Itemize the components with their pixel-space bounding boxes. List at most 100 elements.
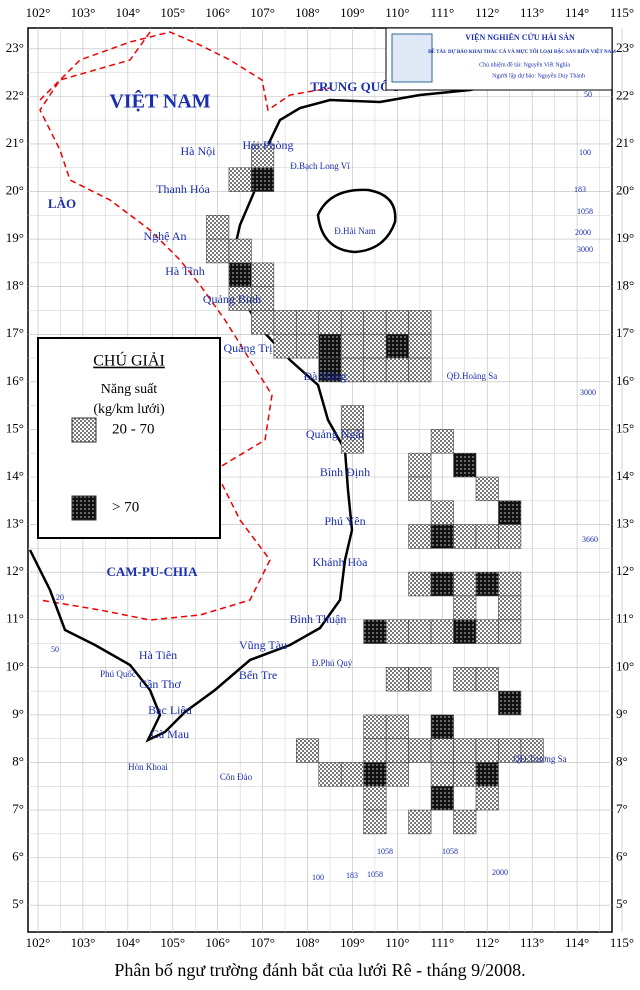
fishing-cell xyxy=(273,310,297,335)
fishing-cell xyxy=(408,619,432,644)
island-label: Côn Đảo xyxy=(220,772,253,782)
place-label: Nghệ An xyxy=(144,229,187,243)
y-tick-label: 13° xyxy=(616,516,634,531)
fishing-cell xyxy=(385,762,409,787)
fishing-cell xyxy=(318,762,342,787)
depth-label: 20 xyxy=(56,593,64,602)
fishing-cell xyxy=(453,809,477,835)
depth-label: 183 xyxy=(346,871,358,880)
fishing-cell xyxy=(385,738,409,763)
depth-label: 2000 xyxy=(492,868,508,877)
fishing-cell xyxy=(206,215,230,240)
fishing-cell xyxy=(385,714,409,739)
y-tick-label: 22° xyxy=(616,87,634,102)
fishing-cell xyxy=(363,357,387,383)
fishing-cell xyxy=(363,333,387,359)
depth-label: 3660 xyxy=(582,535,598,544)
fishing-cell xyxy=(251,262,275,287)
fishing-cell xyxy=(498,524,522,549)
place-label: Hà Tĩnh xyxy=(165,264,204,278)
x-tick-label: 109° xyxy=(340,935,365,950)
y-tick-label: 23° xyxy=(6,40,24,55)
fishing-cell xyxy=(296,333,320,359)
y-tick-label: 10° xyxy=(616,658,634,673)
island-label: Đ.Hải Nam xyxy=(334,226,376,236)
fishing-cell xyxy=(430,619,454,644)
fishing-cell xyxy=(206,238,230,264)
legend-unit: (kg/km lưới) xyxy=(93,402,165,417)
y-tick-label: 8° xyxy=(616,753,628,768)
x-tick-label: 113° xyxy=(520,5,544,20)
fishing-cell xyxy=(363,310,387,335)
legend-subtitle: Năng suất xyxy=(101,382,157,397)
y-tick-label: 14° xyxy=(6,468,24,483)
y-tick-label: 16° xyxy=(616,373,634,388)
country-label: LÀO xyxy=(48,196,76,211)
legend-swatch xyxy=(71,495,97,521)
x-tick-label: 110° xyxy=(385,5,409,20)
cells xyxy=(206,143,544,835)
x-tick-label: 114° xyxy=(565,935,589,950)
logo xyxy=(391,33,433,83)
island-label: QĐ.Trường Sa xyxy=(513,754,566,764)
fishing-cell xyxy=(430,785,454,811)
fishing-cell xyxy=(340,762,364,787)
fishing-cell xyxy=(475,667,499,692)
y-tick-label: 18° xyxy=(6,278,24,293)
y-tick-label: 20° xyxy=(6,183,24,198)
depth-label: 3000 xyxy=(577,245,593,254)
x-tick-label: 105° xyxy=(160,5,185,20)
y-tick-label: 23° xyxy=(616,40,634,55)
fishing-cell xyxy=(453,571,477,597)
legend-box xyxy=(37,337,221,539)
depth-label: 1058 xyxy=(442,847,458,856)
place-label: Cà Mau xyxy=(151,727,189,741)
y-tick-label: 21° xyxy=(6,135,24,150)
fishing-cell xyxy=(520,738,544,763)
place-label: Hà Tiên xyxy=(139,648,177,662)
fishing-cell xyxy=(430,714,454,739)
x-tick-label: 110° xyxy=(385,935,409,950)
fishing-cell xyxy=(475,785,499,811)
x-tick-label: 114° xyxy=(565,5,589,20)
fishing-cell xyxy=(453,524,477,549)
info-institute: VIỆN NGHIÊN CỨU HẢI SẢN xyxy=(465,32,575,42)
y-tick-label: 12° xyxy=(616,563,634,578)
x-tick-label: 111° xyxy=(430,5,454,20)
fishing-cell xyxy=(340,310,364,335)
fishing-cell xyxy=(475,738,499,763)
y-tick-label: 7° xyxy=(12,801,24,816)
x-tick-label: 115° xyxy=(610,935,634,950)
depth-label: 50 xyxy=(51,645,59,654)
fishing-cell xyxy=(363,809,387,835)
depth-label: 183 xyxy=(574,185,586,194)
fishing-cell xyxy=(385,619,409,644)
y-tick-label: 15° xyxy=(616,420,634,435)
place-label: Vũng Tàu xyxy=(239,638,287,652)
fishing-cell xyxy=(228,262,252,287)
y-tick-label: 8° xyxy=(12,753,24,768)
y-tick-label: 10° xyxy=(6,658,24,673)
y-tick-label: 19° xyxy=(6,230,24,245)
caption: Phân bố ngư trường đánh bắt của lưới Rê … xyxy=(114,960,525,980)
fishing-cell xyxy=(453,762,477,787)
island-label: Phú Quốc xyxy=(100,669,136,679)
labels: VIỆT NAM TRUNG QUỐC LÀO CAM-PU-CHIA Hà Nội Hả… xyxy=(48,73,598,882)
y-tick-label: 9° xyxy=(12,706,24,721)
fishing-cell xyxy=(363,785,387,811)
fishing-cell xyxy=(363,714,387,739)
legend-label: 20 - 70 xyxy=(112,421,155,437)
china-border xyxy=(39,31,331,112)
legend-swatch xyxy=(71,417,97,443)
fishing-cell xyxy=(318,333,342,359)
y-tick-label: 17° xyxy=(616,325,634,340)
fishing-cell xyxy=(363,762,387,787)
fishing-cell xyxy=(475,476,499,502)
fishing-cell xyxy=(430,762,454,787)
island-label: Đ.Bạch Long Vĩ xyxy=(290,161,350,171)
fishing-cell xyxy=(340,333,364,359)
place-label: Hải Phòng xyxy=(243,138,294,152)
x-tick-label: 103° xyxy=(71,5,96,20)
place-label: Bến Tre xyxy=(239,668,277,682)
fishing-cell xyxy=(453,619,477,644)
